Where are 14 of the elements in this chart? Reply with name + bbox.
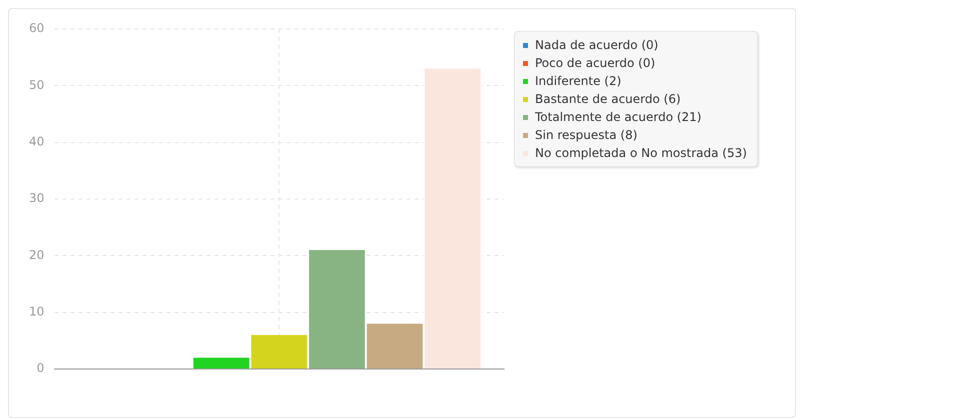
y-tick-label: 50 <box>28 78 44 92</box>
y-tick-label: 10 <box>28 304 44 318</box>
legend-label: Sin respuesta (8) <box>535 127 638 144</box>
legend-label: Indiferente (2) <box>535 73 622 90</box>
legend-label: Nada de acuerdo (0) <box>535 37 658 54</box>
legend-label: Poco de acuerdo (0) <box>535 55 656 72</box>
legend-label: No completada o No mostrada (53) <box>535 145 747 162</box>
y-tick-label: 30 <box>28 191 44 206</box>
y-tick-label: 20 <box>28 248 44 262</box>
legend-label: Totalmente de acuerdo (21) <box>535 109 702 126</box>
y-tick-label: 60 <box>28 21 44 36</box>
y-tick-label: 0 <box>36 361 44 376</box>
legend-label: Bastante de acuerdo (6) <box>535 91 681 108</box>
y-tick-label: 40 <box>28 134 44 148</box>
